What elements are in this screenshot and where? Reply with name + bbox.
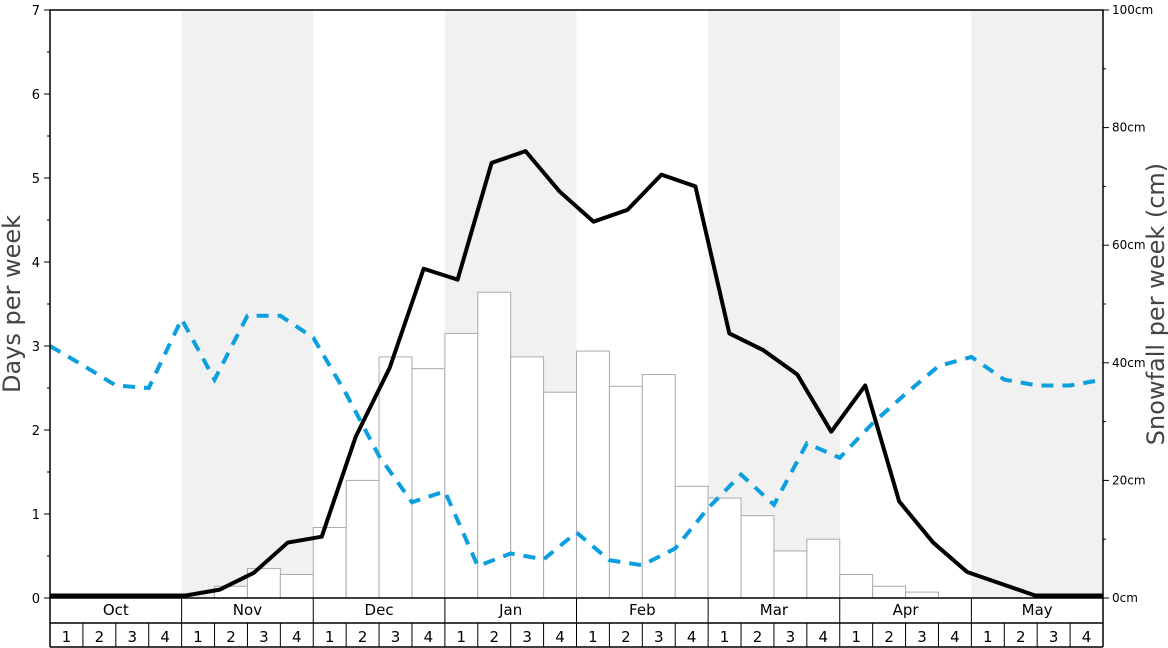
snowfall-bar xyxy=(740,515,775,599)
week-label: 3 xyxy=(654,628,664,646)
week-label: 4 xyxy=(1082,628,1092,646)
snowfall-bar xyxy=(477,291,512,599)
right-tick-label: 60cm xyxy=(1112,238,1146,252)
week-label: 1 xyxy=(193,628,203,646)
week-label: 2 xyxy=(884,628,894,646)
month-label-feb: Feb xyxy=(629,601,656,619)
month-label-mar: Mar xyxy=(760,601,789,619)
month-label-oct: Oct xyxy=(103,601,129,619)
week-label: 1 xyxy=(325,628,335,646)
week-label: 2 xyxy=(95,628,105,646)
snowfall-bar xyxy=(806,538,841,599)
left-tick-label: 2 xyxy=(32,424,40,439)
week-label: 2 xyxy=(1016,628,1026,646)
snowfall-bar xyxy=(411,368,446,599)
snowfall-bar xyxy=(674,485,709,599)
week-label: 2 xyxy=(753,628,763,646)
month-label-may: May xyxy=(1022,601,1053,619)
right-tick-label: 80cm xyxy=(1112,121,1146,135)
shade-nov xyxy=(181,10,314,598)
week-label: 2 xyxy=(489,628,499,646)
snowfall-bar xyxy=(707,497,742,599)
left-axis-title: Days per week xyxy=(0,215,26,393)
week-label: 2 xyxy=(226,628,236,646)
month-label-apr: Apr xyxy=(893,601,920,619)
week-label: 4 xyxy=(950,628,960,646)
week-label: 2 xyxy=(621,628,631,646)
solid-line xyxy=(50,149,1103,598)
left-tick-label: 6 xyxy=(32,88,40,103)
snowfall-bar xyxy=(839,573,874,599)
snowfall-bar xyxy=(543,391,577,599)
snowfall-bar xyxy=(872,585,907,599)
right-tick-label: 100cm xyxy=(1112,3,1153,17)
snowfall-bar xyxy=(279,573,314,599)
week-label: 1 xyxy=(851,628,861,646)
month-week-axis: Oct 1 2 3 4 Nov 1 2 3 4 Dec 1 2 3 4 Jan 1 2 3 4 Feb 1 2 3 4 Mar 1 2… xyxy=(49,598,1104,648)
week-label: 3 xyxy=(1049,628,1059,646)
week-label: 3 xyxy=(917,628,927,646)
week-label: 3 xyxy=(127,628,137,646)
week-label: 1 xyxy=(62,628,72,646)
week-label: 3 xyxy=(522,628,532,646)
week-label: 1 xyxy=(457,628,467,646)
left-tick-label: 0 xyxy=(32,592,40,607)
week-label: 3 xyxy=(259,628,269,646)
dashed-line xyxy=(48,313,1104,569)
snowfall-bar xyxy=(576,350,610,599)
day-lines xyxy=(48,149,1104,598)
week-label: 1 xyxy=(720,628,730,646)
month-label-jan: Jan xyxy=(498,601,522,619)
week-label: 4 xyxy=(819,628,829,646)
left-tick-label: 7 xyxy=(32,4,40,19)
week-label: 3 xyxy=(786,628,796,646)
week-label: 4 xyxy=(292,628,302,646)
snowfall-bar xyxy=(641,374,676,599)
left-axis: 0 1 2 3 4 5 6 7 xyxy=(32,4,50,607)
right-tick-label: 40cm xyxy=(1112,356,1146,370)
left-tick-label: 3 xyxy=(32,340,40,355)
week-label: 3 xyxy=(391,628,401,646)
shade-may xyxy=(971,10,1103,598)
snowfall-bar xyxy=(345,479,380,599)
right-tick-label: 20cm xyxy=(1112,473,1146,487)
snowfall-bar xyxy=(905,591,939,599)
month-label-dec: Dec xyxy=(365,601,394,619)
right-axis-title: Snowfall per week (cm) xyxy=(1142,163,1168,445)
month-label-nov: Nov xyxy=(233,601,262,619)
snowfall-bar xyxy=(510,356,545,599)
left-tick-label: 1 xyxy=(32,508,40,523)
snowfall-bars xyxy=(214,291,939,599)
right-tick-label: 0cm xyxy=(1112,591,1138,605)
snowfall-bar xyxy=(773,550,808,599)
week-label: 4 xyxy=(555,628,565,646)
week-label: 1 xyxy=(983,628,993,646)
week-label: 4 xyxy=(424,628,434,646)
week-label: 2 xyxy=(358,628,368,646)
left-tick-label: 4 xyxy=(32,256,40,271)
left-tick-label: 5 xyxy=(32,172,40,187)
week-label: 4 xyxy=(687,628,697,646)
week-label: 1 xyxy=(588,628,598,646)
right-axis: 0cm 20cm 40cm 60cm 80cm 100cm xyxy=(1103,3,1153,605)
snowfall-bar xyxy=(378,356,413,599)
week-label: 4 xyxy=(160,628,170,646)
